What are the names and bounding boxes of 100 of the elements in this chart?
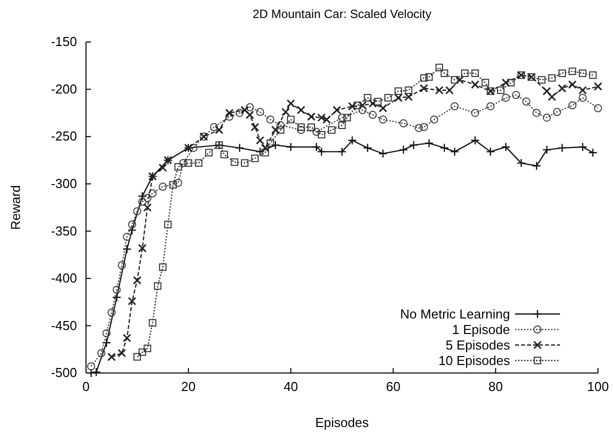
y-tick-label: -500	[50, 365, 77, 380]
point	[214, 126, 224, 134]
point	[127, 226, 137, 235]
point	[398, 145, 408, 154]
y-tick-label: -400	[50, 270, 77, 286]
point	[246, 110, 254, 120]
point	[133, 207, 142, 216]
point	[594, 104, 602, 112]
point	[210, 123, 218, 132]
point	[532, 161, 542, 170]
point	[552, 108, 562, 116]
point	[158, 182, 167, 191]
point	[122, 244, 132, 254]
point	[538, 76, 546, 84]
point	[343, 114, 351, 122]
point	[578, 94, 587, 102]
point	[516, 158, 526, 168]
point	[414, 124, 423, 132]
point	[179, 158, 188, 168]
point	[471, 108, 480, 117]
point	[578, 86, 587, 94]
point	[281, 108, 290, 116]
point	[558, 143, 567, 153]
point	[578, 69, 586, 77]
point	[128, 296, 136, 306]
point	[486, 147, 496, 156]
point	[296, 126, 306, 134]
point	[97, 349, 106, 358]
y-axis-title: Reward	[8, 185, 23, 230]
point	[548, 92, 556, 102]
point	[287, 116, 295, 124]
chart-title: 2D Mountain Car: Scaled Velocity	[252, 7, 432, 21]
point	[230, 158, 238, 166]
point	[368, 110, 377, 119]
point	[184, 159, 192, 167]
point	[436, 64, 444, 72]
point	[251, 154, 259, 162]
point	[568, 68, 576, 76]
point	[158, 164, 168, 172]
point	[368, 99, 377, 108]
point	[174, 163, 182, 171]
point	[276, 126, 284, 134]
point	[148, 189, 157, 198]
point	[338, 121, 346, 129]
point	[189, 144, 198, 152]
point	[240, 159, 248, 167]
point	[102, 338, 112, 348]
point	[138, 348, 146, 356]
y-tick-label: -300	[50, 176, 77, 192]
point	[266, 115, 274, 124]
point	[174, 178, 182, 187]
point	[308, 123, 316, 131]
point	[138, 192, 147, 201]
point	[578, 142, 588, 152]
y-tick-label: -250	[50, 128, 77, 144]
point	[589, 71, 597, 79]
point	[225, 112, 234, 121]
point	[296, 106, 306, 114]
point	[548, 74, 556, 82]
point	[440, 69, 448, 77]
point	[138, 244, 147, 252]
point	[112, 292, 122, 302]
x-tick-label: 0	[82, 379, 90, 394]
y-tick-label: -350	[50, 223, 77, 238]
point	[425, 73, 433, 81]
point	[122, 232, 132, 241]
point	[496, 86, 504, 94]
point	[558, 84, 566, 93]
point	[384, 94, 392, 102]
x-tick-label: 60	[386, 379, 400, 394]
point	[378, 104, 388, 112]
legend-label: No Metric Learning	[400, 306, 510, 322]
point	[482, 78, 490, 86]
point	[338, 114, 346, 122]
y-tick-label: -200	[50, 81, 77, 96]
point	[256, 136, 264, 145]
point	[112, 286, 121, 294]
point	[374, 98, 382, 106]
point	[144, 344, 152, 352]
legend-label: 10 Episodes	[438, 353, 510, 368]
point	[246, 103, 254, 112]
point	[297, 123, 305, 131]
point	[143, 203, 152, 212]
point	[378, 148, 388, 158]
point	[138, 198, 146, 206]
point	[128, 220, 136, 229]
point	[235, 143, 244, 153]
point	[542, 145, 552, 154]
point	[420, 74, 428, 82]
point	[286, 99, 296, 108]
point	[270, 140, 280, 150]
point	[532, 108, 541, 117]
point	[501, 142, 510, 152]
point	[225, 108, 234, 118]
point	[522, 98, 530, 106]
point	[87, 362, 96, 370]
point	[271, 126, 280, 134]
x-tick-label: 100	[587, 379, 609, 394]
point	[542, 114, 551, 122]
point	[276, 121, 285, 130]
